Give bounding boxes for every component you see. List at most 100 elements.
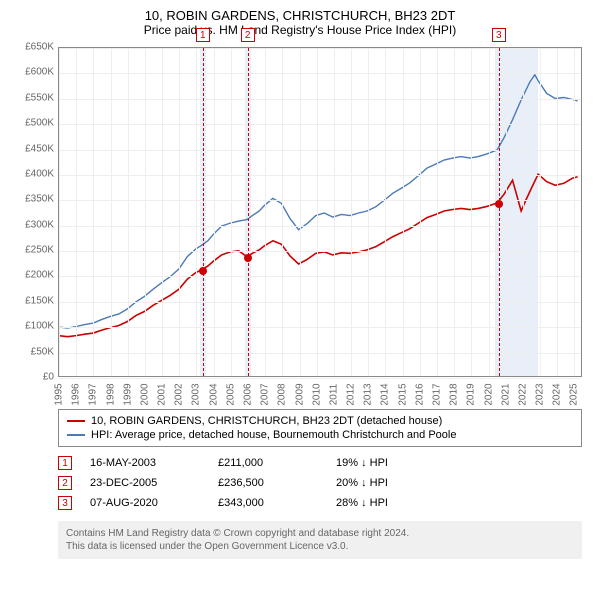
y-axis-label: £300K xyxy=(10,219,54,230)
x-axis-label: 2008 xyxy=(277,383,288,405)
x-axis-label: 2020 xyxy=(483,383,494,405)
v-gridline xyxy=(385,48,386,376)
x-axis-label: 2009 xyxy=(294,383,305,405)
x-axis-label: 2001 xyxy=(157,383,168,405)
x-axis-label: 2017 xyxy=(431,383,442,405)
transaction-dot xyxy=(199,267,207,275)
v-gridline xyxy=(317,48,318,376)
h-gridline xyxy=(59,276,581,277)
x-axis-label: 1999 xyxy=(122,383,133,405)
h-gridline xyxy=(59,302,581,303)
v-gridline xyxy=(403,48,404,376)
transaction-dot xyxy=(495,200,503,208)
tx-diff: 20% ↓ HPI xyxy=(336,477,436,489)
v-gridline xyxy=(540,48,541,376)
transaction-row: 2 23-DEC-2005 £236,500 20% ↓ HPI xyxy=(58,473,582,493)
tx-price: £211,000 xyxy=(218,457,318,469)
h-gridline xyxy=(59,226,581,227)
chart-container: 10, ROBIN GARDENS, CHRISTCHURCH, BH23 2D… xyxy=(0,0,600,567)
y-axis-label: £550K xyxy=(10,92,54,103)
v-gridline xyxy=(489,48,490,376)
tx-price: £343,000 xyxy=(218,497,318,509)
x-axis-label: 2016 xyxy=(414,383,425,405)
v-gridline xyxy=(506,48,507,376)
y-axis-label: £350K xyxy=(10,194,54,205)
v-gridline xyxy=(145,48,146,376)
h-gridline xyxy=(59,150,581,151)
x-axis-label: 2018 xyxy=(449,383,460,405)
y-axis-label: £400K xyxy=(10,168,54,179)
h-gridline xyxy=(59,99,581,100)
chart-title: 10, ROBIN GARDENS, CHRISTCHURCH, BH23 2D… xyxy=(10,8,590,23)
v-gridline xyxy=(282,48,283,376)
y-axis-label: £250K xyxy=(10,245,54,256)
y-axis-label: £650K xyxy=(10,42,54,53)
legend-item-property: 10, ROBIN GARDENS, CHRISTCHURCH, BH23 2D… xyxy=(67,414,573,428)
transaction-row: 307-AUG-2020£343,00028% ↓ HPI xyxy=(58,493,582,513)
v-gridline xyxy=(93,48,94,376)
transaction-marker-line xyxy=(499,48,500,376)
legend-label-property: 10, ROBIN GARDENS, CHRISTCHURCH, BH23 2D… xyxy=(91,415,442,427)
v-gridline xyxy=(523,48,524,376)
v-gridline xyxy=(214,48,215,376)
v-gridline xyxy=(420,48,421,376)
transaction-dot xyxy=(244,254,252,262)
legend-swatch-hpi xyxy=(67,434,85,436)
v-gridline xyxy=(111,48,112,376)
series-line-property xyxy=(59,174,578,337)
tx-diff: 19% ↓ HPI xyxy=(336,457,436,469)
tx-number: 2 xyxy=(58,476,72,490)
x-axis-label: 2023 xyxy=(535,383,546,405)
v-gridline xyxy=(196,48,197,376)
v-gridline xyxy=(351,48,352,376)
x-axis-label: 2021 xyxy=(500,383,511,405)
transaction-marker-line xyxy=(248,48,249,376)
v-gridline xyxy=(59,48,60,376)
x-axis-label: 2005 xyxy=(225,383,236,405)
tx-date: 07-AUG-2020 xyxy=(90,497,200,509)
y-axis-label: £200K xyxy=(10,270,54,281)
legend-swatch-property xyxy=(67,420,85,422)
x-axis-label: 1998 xyxy=(105,383,116,405)
y-axis-label: £600K xyxy=(10,67,54,78)
v-gridline xyxy=(437,48,438,376)
x-axis-label: 2000 xyxy=(139,383,150,405)
x-axis-label: 2003 xyxy=(191,383,202,405)
v-gridline xyxy=(471,48,472,376)
footer-note: Contains HM Land Registry data © Crown c… xyxy=(58,521,582,559)
v-gridline xyxy=(231,48,232,376)
h-gridline xyxy=(59,175,581,176)
x-axis-label: 1997 xyxy=(88,383,99,405)
h-gridline xyxy=(59,251,581,252)
y-axis-label: £450K xyxy=(10,143,54,154)
v-gridline xyxy=(300,48,301,376)
x-axis-label: 2010 xyxy=(311,383,322,405)
x-axis-label: 2004 xyxy=(208,383,219,405)
h-gridline xyxy=(59,48,581,49)
tx-price: £236,500 xyxy=(218,477,318,489)
v-gridline xyxy=(368,48,369,376)
v-gridline xyxy=(76,48,77,376)
transaction-marker-line xyxy=(203,48,204,376)
transaction-marker-number: 2 xyxy=(241,28,255,42)
tx-date: 23-DEC-2005 xyxy=(90,477,200,489)
footer-line2: This data is licensed under the Open Gov… xyxy=(66,540,574,553)
y-axis-label: £500K xyxy=(10,118,54,129)
transactions-table: 116-MAY-2003£211,00019% ↓ HPI223-DEC-200… xyxy=(58,453,582,513)
tx-diff: 28% ↓ HPI xyxy=(336,497,436,509)
v-gridline xyxy=(162,48,163,376)
legend-item-hpi: HPI: Average price, detached house, Bour… xyxy=(67,428,573,442)
x-axis-label: 2011 xyxy=(328,384,339,406)
x-axis-label: 2006 xyxy=(242,383,253,405)
transaction-marker-number: 1 xyxy=(196,28,210,42)
x-axis-label: 2007 xyxy=(260,383,271,405)
y-axis-label: £0 xyxy=(10,372,54,383)
x-axis-label: 2014 xyxy=(380,383,391,405)
footer-line1: Contains HM Land Registry data © Crown c… xyxy=(66,527,574,540)
y-axis-label: £150K xyxy=(10,295,54,306)
x-axis-label: 2002 xyxy=(174,383,185,405)
h-gridline xyxy=(59,327,581,328)
x-axis-label: 2022 xyxy=(517,383,528,405)
v-gridline xyxy=(179,48,180,376)
x-axis-label: 2025 xyxy=(569,383,580,405)
